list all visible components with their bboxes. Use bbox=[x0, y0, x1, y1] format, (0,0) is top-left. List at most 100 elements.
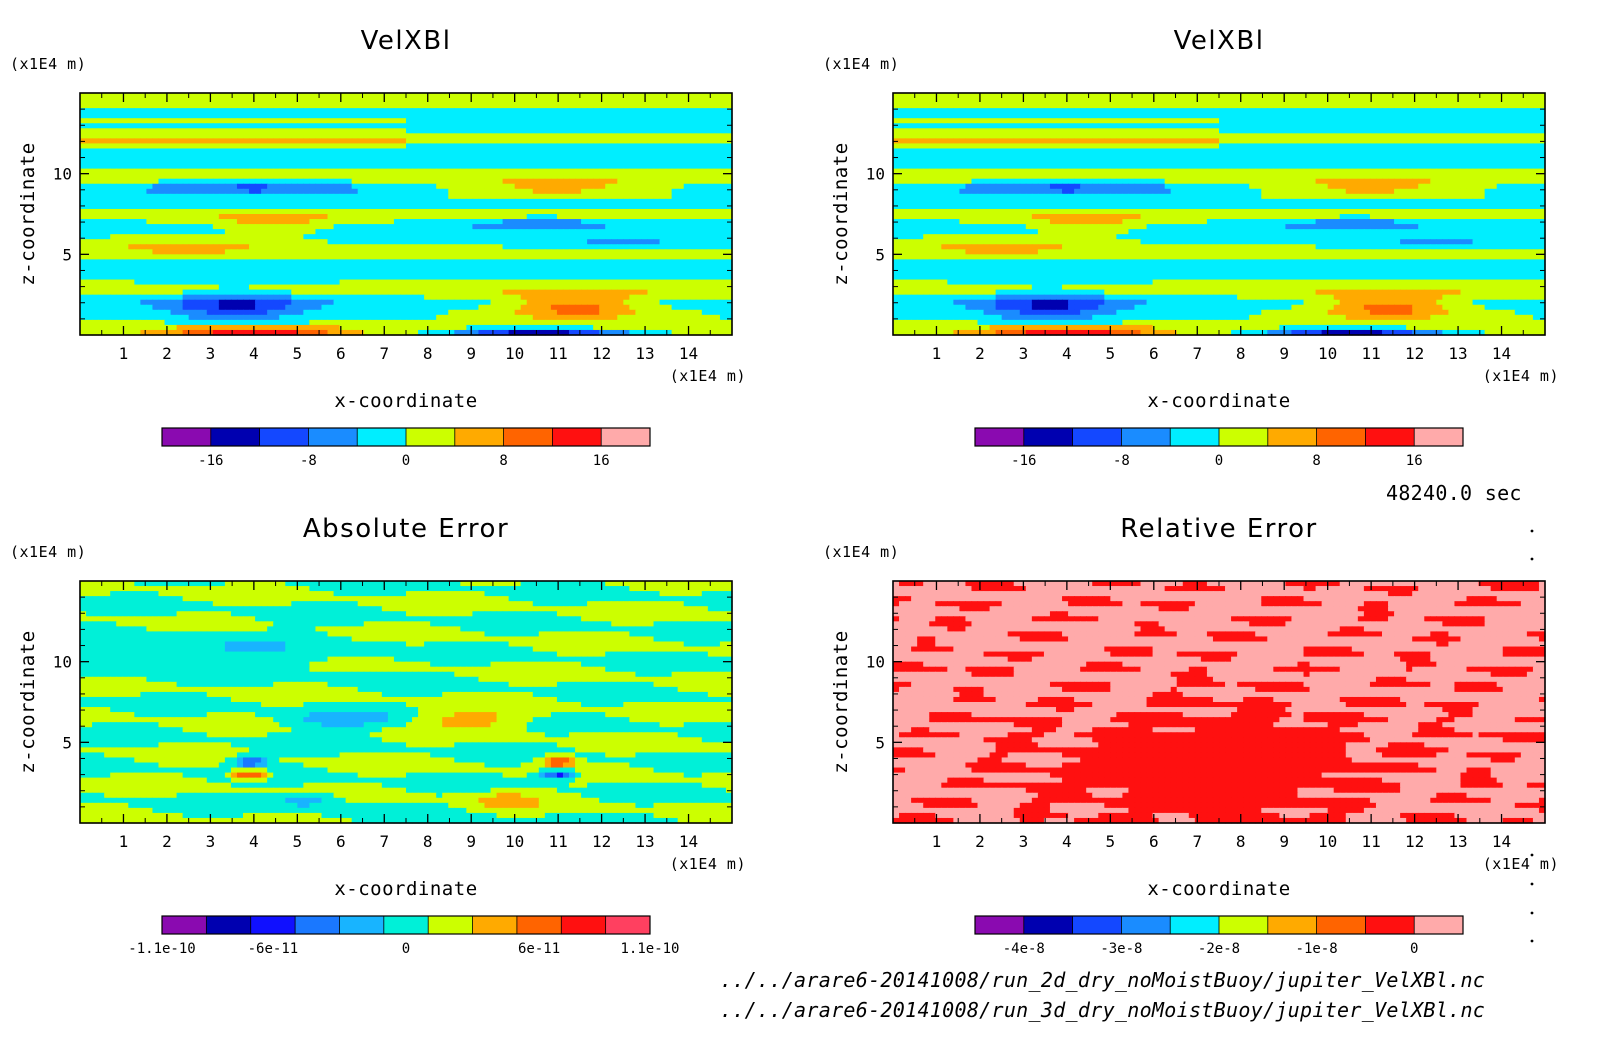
heatmap-cell bbox=[448, 203, 455, 210]
heatmap-cell bbox=[593, 319, 600, 326]
heatmap-cell bbox=[406, 299, 413, 306]
heatmap-cell bbox=[556, 118, 564, 124]
heatmap-cell bbox=[176, 244, 184, 250]
heatmap-cell bbox=[273, 214, 280, 220]
heatmap-cell bbox=[430, 163, 437, 170]
heatmap-cell bbox=[508, 148, 516, 155]
heatmap-cell bbox=[562, 208, 570, 215]
heatmap-cell bbox=[285, 284, 292, 291]
heatmap-cell bbox=[369, 294, 377, 301]
heatmap-cell bbox=[146, 198, 154, 205]
heatmap-cell bbox=[339, 254, 347, 260]
heatmap-cell bbox=[514, 163, 522, 170]
heatmap-cell bbox=[424, 193, 431, 200]
heatmap-cell bbox=[387, 168, 395, 175]
heatmap-cell bbox=[339, 249, 347, 255]
heatmap-cell bbox=[279, 183, 286, 190]
heatmap-cell bbox=[128, 289, 135, 296]
heatmap-cell bbox=[599, 229, 606, 235]
heatmap-cell bbox=[375, 224, 383, 230]
heatmap-cell bbox=[261, 214, 268, 220]
heatmap-cell bbox=[683, 214, 691, 220]
heatmap-cell bbox=[279, 203, 286, 210]
heatmap-cell bbox=[351, 289, 359, 296]
heatmap-cell bbox=[406, 239, 413, 245]
heatmap-cell bbox=[146, 93, 154, 99]
heatmap-cell bbox=[484, 123, 492, 129]
heatmap-cell bbox=[243, 219, 250, 225]
heatmap-cell bbox=[339, 168, 347, 175]
heatmap-cell bbox=[357, 254, 365, 260]
heatmap-cell bbox=[357, 143, 365, 150]
heatmap-cell bbox=[538, 289, 546, 296]
heatmap-cell bbox=[393, 173, 401, 180]
heatmap-cell bbox=[496, 279, 504, 286]
heatmap-cell bbox=[629, 148, 637, 155]
heatmap-cell bbox=[508, 183, 516, 190]
heatmap-cell bbox=[641, 274, 649, 281]
heatmap-cell bbox=[339, 234, 347, 240]
heatmap-cell bbox=[134, 173, 141, 180]
heatmap-cell bbox=[623, 103, 630, 109]
heatmap-cell bbox=[261, 143, 268, 150]
heatmap-cell bbox=[587, 304, 594, 311]
heatmap-cell bbox=[484, 158, 492, 165]
heatmap-cell bbox=[339, 219, 347, 225]
heatmap-cell bbox=[236, 158, 244, 165]
heatmap-cell bbox=[719, 163, 727, 170]
heatmap-cell bbox=[224, 304, 232, 311]
heatmap-cell bbox=[345, 143, 353, 150]
heatmap-cell bbox=[611, 304, 618, 311]
heatmap-cell bbox=[297, 123, 304, 129]
heatmap-cell bbox=[544, 103, 552, 109]
heatmap-cell bbox=[303, 289, 311, 296]
heatmap-cell bbox=[544, 143, 552, 150]
heatmap-cell bbox=[659, 168, 667, 175]
heatmap-cell bbox=[393, 123, 401, 129]
heatmap-cell bbox=[611, 198, 618, 205]
heatmap-cell bbox=[502, 128, 510, 134]
heatmap-cell bbox=[273, 239, 280, 245]
heatmap-cell bbox=[713, 284, 721, 291]
heatmap-cell bbox=[134, 244, 141, 250]
heatmap-cell bbox=[224, 108, 232, 114]
heatmap-cell bbox=[255, 118, 262, 124]
heatmap-cell bbox=[261, 133, 268, 139]
heatmap-cell bbox=[562, 173, 570, 180]
heatmap-cell bbox=[424, 259, 431, 266]
heatmap-cell bbox=[671, 319, 679, 326]
heatmap-cell bbox=[599, 138, 606, 145]
heatmap-cell bbox=[249, 284, 256, 291]
heatmap-cell bbox=[381, 304, 389, 311]
heatmap-cell bbox=[218, 163, 226, 170]
heatmap-cell bbox=[587, 214, 594, 220]
heatmap-cell bbox=[454, 168, 461, 175]
heatmap-cell bbox=[478, 108, 486, 114]
heatmap-cell bbox=[146, 254, 154, 260]
heatmap-cell bbox=[701, 198, 709, 205]
heatmap-cell bbox=[339, 193, 347, 200]
heatmap-cell bbox=[176, 249, 184, 255]
heatmap-cell bbox=[80, 208, 87, 215]
heatmap-cell bbox=[351, 284, 359, 291]
heatmap-cell bbox=[671, 269, 679, 276]
heatmap-cell bbox=[581, 214, 588, 220]
heatmap-cell bbox=[212, 188, 220, 195]
heatmap-cell bbox=[243, 299, 250, 306]
heatmap-cell bbox=[363, 254, 371, 260]
heatmap-cell bbox=[713, 319, 721, 326]
heatmap-cell bbox=[224, 319, 232, 326]
heatmap-cell bbox=[285, 289, 292, 296]
heatmap-cell bbox=[412, 264, 419, 271]
heatmap-cell bbox=[526, 123, 534, 129]
heatmap-cell bbox=[249, 224, 256, 230]
heatmap-cell bbox=[424, 319, 431, 326]
heatmap-cell bbox=[406, 193, 413, 200]
heatmap-cell bbox=[393, 198, 401, 205]
heatmap-cell bbox=[164, 128, 172, 134]
heatmap-cell bbox=[255, 113, 262, 119]
heatmap-cell bbox=[339, 208, 347, 215]
heatmap-cell bbox=[701, 158, 709, 165]
heatmap-cell bbox=[647, 214, 655, 220]
heatmap-cell bbox=[496, 188, 504, 195]
